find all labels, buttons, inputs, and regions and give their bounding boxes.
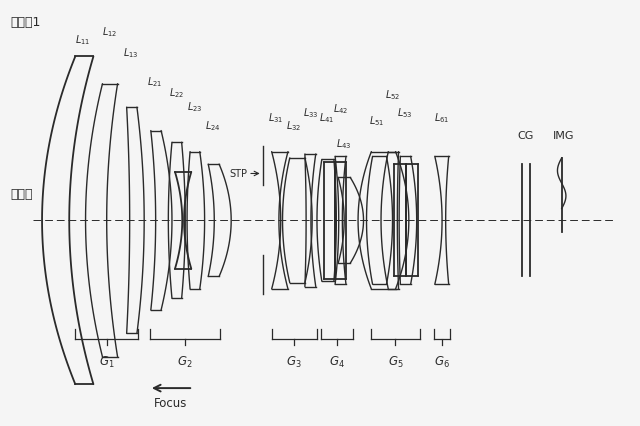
Text: $L_{51}$: $L_{51}$	[369, 113, 384, 127]
Text: IMG: IMG	[553, 131, 574, 141]
Text: $L_{31}$: $L_{31}$	[268, 111, 284, 125]
Text: $L_{33}$: $L_{33}$	[303, 106, 319, 119]
Text: $L_{24}$: $L_{24}$	[205, 119, 221, 133]
Text: $L_{43}$: $L_{43}$	[337, 137, 352, 151]
Text: $L_{11}$: $L_{11}$	[75, 33, 90, 47]
Text: $L_{21}$: $L_{21}$	[147, 75, 163, 88]
Text: $G_5$: $G_5$	[388, 354, 403, 369]
Text: $L_{23}$: $L_{23}$	[186, 100, 202, 114]
Text: $G_6$: $G_6$	[434, 354, 450, 369]
Text: 実施例1: 実施例1	[10, 16, 40, 29]
Text: 広角端: 広角端	[10, 187, 33, 200]
Text: $G_3$: $G_3$	[286, 354, 302, 369]
Text: $L_{13}$: $L_{13}$	[123, 46, 139, 60]
Text: $G_1$: $G_1$	[99, 354, 115, 369]
Text: $L_{52}$: $L_{52}$	[385, 88, 400, 101]
Text: STP: STP	[230, 169, 248, 179]
Text: $L_{61}$: $L_{61}$	[434, 111, 449, 125]
Text: $L_{12}$: $L_{12}$	[102, 26, 117, 39]
Text: Focus: Focus	[154, 396, 188, 409]
Text: $L_{53}$: $L_{53}$	[397, 106, 412, 119]
Text: $G_4$: $G_4$	[329, 354, 345, 369]
Text: $G_2$: $G_2$	[177, 354, 193, 369]
Text: $L_{41}$: $L_{41}$	[319, 111, 334, 125]
Text: $L_{22}$: $L_{22}$	[169, 86, 184, 100]
Text: $L_{32}$: $L_{32}$	[286, 119, 301, 133]
Text: $L_{42}$: $L_{42}$	[333, 102, 349, 115]
Text: CG: CG	[518, 131, 534, 141]
